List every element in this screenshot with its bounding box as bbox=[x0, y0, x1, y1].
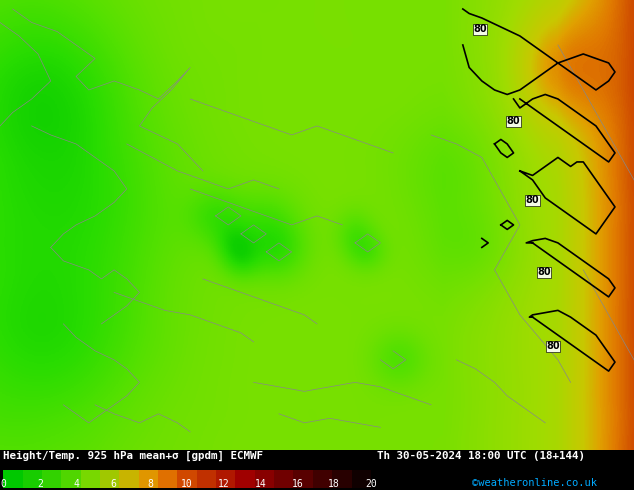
Bar bbox=[235, 470, 255, 488]
Bar bbox=[81, 470, 100, 488]
Bar bbox=[3, 470, 23, 488]
Bar bbox=[274, 470, 294, 488]
Text: 4: 4 bbox=[74, 479, 80, 489]
Bar bbox=[255, 470, 274, 488]
Text: 6: 6 bbox=[110, 479, 117, 489]
Text: 2: 2 bbox=[37, 479, 43, 489]
Text: 80: 80 bbox=[507, 117, 521, 126]
Bar bbox=[61, 470, 81, 488]
Bar bbox=[216, 470, 235, 488]
Text: 80: 80 bbox=[473, 24, 487, 34]
Bar bbox=[119, 470, 139, 488]
Bar bbox=[158, 470, 178, 488]
Bar bbox=[294, 470, 313, 488]
Bar bbox=[139, 470, 158, 488]
Bar bbox=[197, 470, 216, 488]
Text: 16: 16 bbox=[292, 479, 303, 489]
Bar bbox=[332, 470, 351, 488]
Text: 20: 20 bbox=[365, 479, 377, 489]
Bar bbox=[351, 470, 371, 488]
Bar bbox=[100, 470, 119, 488]
Text: 12: 12 bbox=[218, 479, 230, 489]
Text: Height/Temp. 925 hPa mean+σ [gpdm] ECMWF: Height/Temp. 925 hPa mean+σ [gpdm] ECMWF bbox=[3, 451, 263, 461]
Bar bbox=[23, 470, 42, 488]
Text: 10: 10 bbox=[181, 479, 193, 489]
Text: 8: 8 bbox=[147, 479, 153, 489]
Text: 80: 80 bbox=[546, 342, 560, 351]
Text: 80: 80 bbox=[526, 195, 540, 205]
Bar bbox=[313, 470, 332, 488]
Text: Th 30-05-2024 18:00 UTC (18+144): Th 30-05-2024 18:00 UTC (18+144) bbox=[377, 451, 585, 461]
Text: 14: 14 bbox=[255, 479, 266, 489]
Bar bbox=[42, 470, 61, 488]
Text: 18: 18 bbox=[328, 479, 340, 489]
Text: 0: 0 bbox=[0, 479, 6, 489]
Bar bbox=[178, 470, 197, 488]
Text: ©weatheronline.co.uk: ©weatheronline.co.uk bbox=[472, 478, 597, 488]
Text: 80: 80 bbox=[537, 267, 551, 277]
